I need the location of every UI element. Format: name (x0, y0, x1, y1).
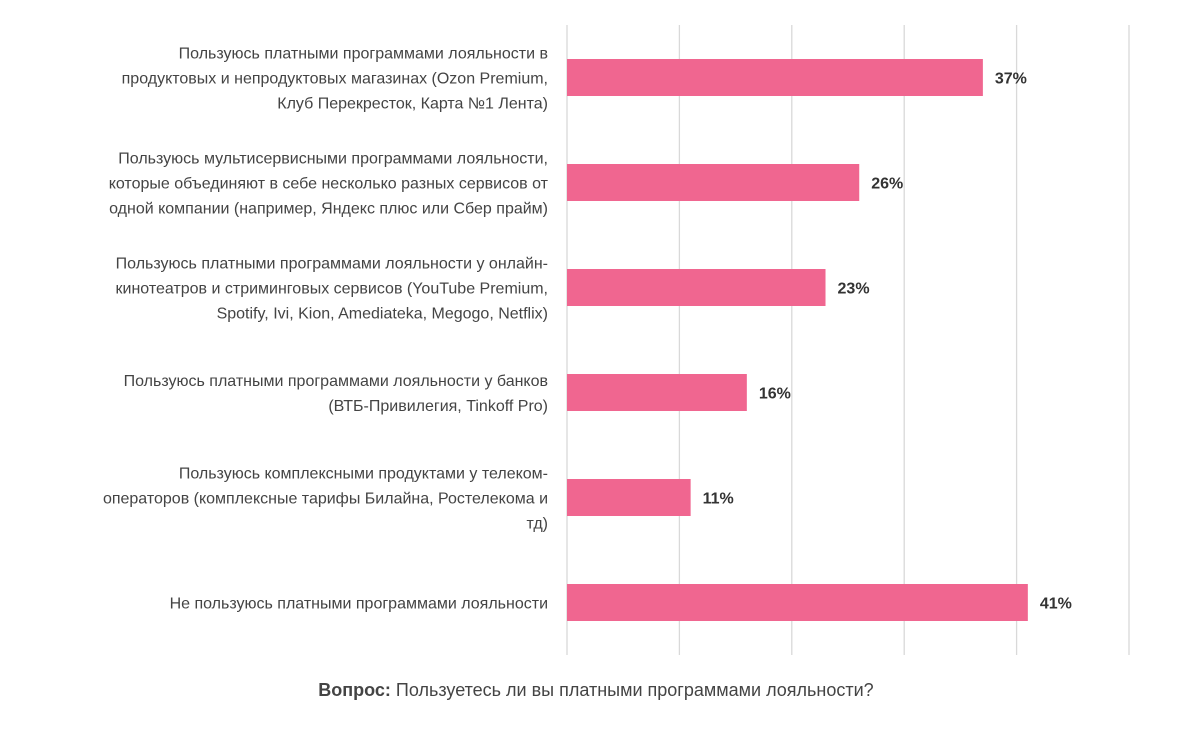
data-label: 41% (1040, 596, 1072, 613)
category-label-line: тд) (527, 516, 548, 533)
category-label-line: операторов (комплексные тарифы Билайна, … (103, 491, 548, 508)
category-label-line: Не пользуюсь платными программами лояльн… (170, 596, 548, 613)
category-label-line: которые объединяют в себе несколько разн… (109, 176, 549, 193)
category-label-line: одной компании (например, Яндекс плюс ил… (109, 201, 548, 218)
category-label-line: (ВТБ-Привилегия, Tinkoff Pro) (328, 398, 548, 415)
category-label-line: Пользуюсь платными программами лояльност… (179, 46, 548, 63)
category-label: Пользуюсь платными программами лояльност… (122, 46, 548, 113)
data-label: 11% (703, 491, 734, 508)
bar (567, 164, 860, 201)
data-label: 23% (838, 281, 870, 298)
category-label-line: Пользуюсь платными программами лояльност… (116, 256, 548, 273)
category-label-line: Пользуюсь комплексными продуктами у теле… (179, 466, 548, 483)
category-label-line: продуктовых и непродуктовых магазинах (O… (122, 71, 548, 88)
category-label-line: Пользуюсь мультисервисными программами л… (118, 151, 548, 168)
caption-prefix: Вопрос: (318, 680, 391, 700)
category-label-line: Spotify, Ivi, Kion, Amediateka, Megogo, … (217, 306, 548, 323)
data-label: 37% (995, 71, 1027, 88)
caption-text: Пользуетесь ли вы платными программами л… (390, 680, 874, 700)
bar (567, 479, 691, 516)
category-label: Пользуюсь мультисервисными программами л… (109, 151, 549, 218)
bar (567, 59, 983, 96)
bar (567, 584, 1028, 621)
category-label: Пользуюсь комплексными продуктами у теле… (103, 466, 548, 533)
category-label: Пользуюсь платными программами лояльност… (116, 256, 549, 323)
bar (567, 374, 747, 411)
category-label: Не пользуюсь платными программами лояльн… (170, 596, 548, 613)
category-label-line: Клуб Перекресток, Карта №1 Лента) (277, 96, 548, 113)
bar (567, 269, 826, 306)
category-label-line: кинотеатров и стриминговых сервисов (You… (116, 281, 549, 298)
chart-caption: Вопрос: Пользуетесь ли вы платными прогр… (0, 680, 1192, 701)
category-label: Пользуюсь платными программами лояльност… (124, 373, 548, 415)
category-label-line: Пользуюсь платными программами лояльност… (124, 373, 548, 390)
data-label: 16% (759, 386, 791, 403)
data-label: 26% (871, 176, 903, 193)
